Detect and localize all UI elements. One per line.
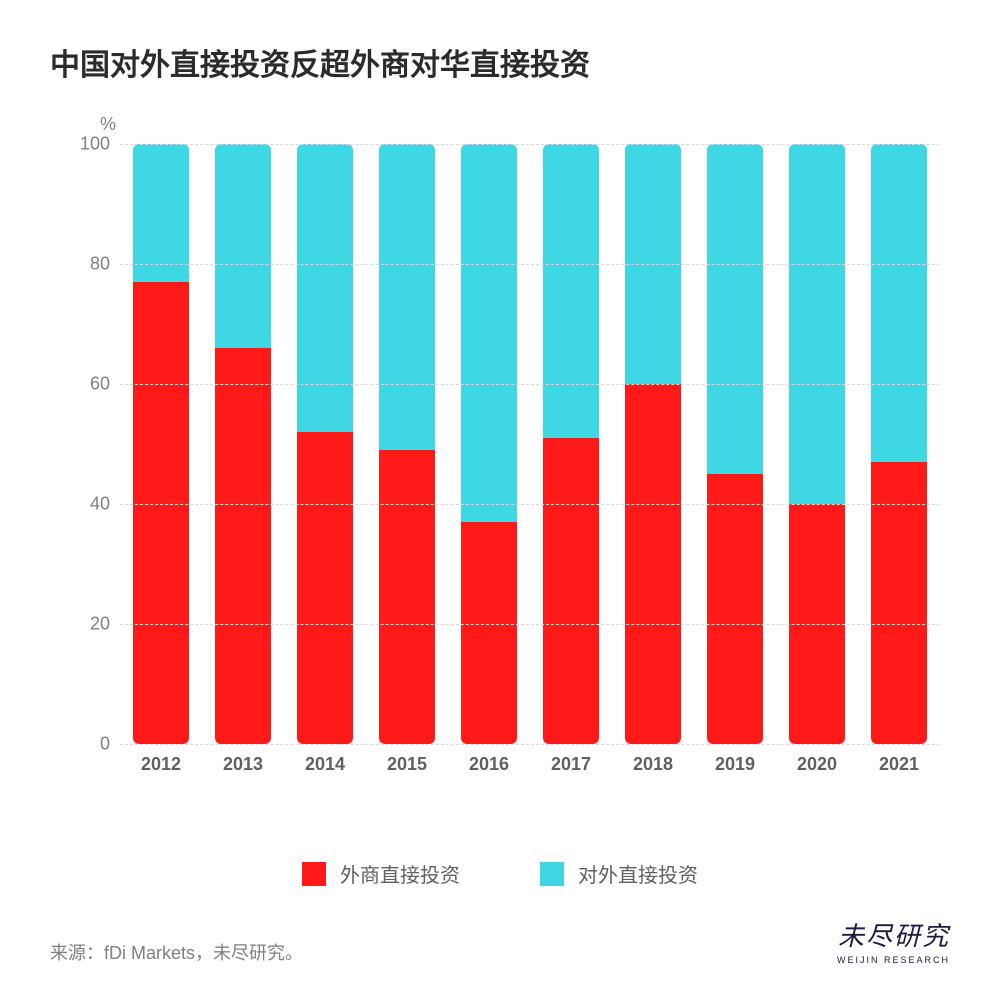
gridline bbox=[120, 264, 940, 265]
bar-segment-outbound bbox=[789, 144, 845, 504]
footer: 来源：fDi Markets，未尽研究。 未尽研究 WEIJIN RESEARC… bbox=[50, 916, 950, 965]
y-tick-label: 40 bbox=[70, 494, 110, 515]
bar-2017 bbox=[543, 144, 599, 744]
bar-2021 bbox=[871, 144, 927, 744]
y-tick-label: 60 bbox=[70, 374, 110, 395]
brand-logo: 未尽研究 WEIJIN RESEARCH bbox=[837, 916, 950, 965]
bar-2015 bbox=[379, 144, 435, 744]
bar-segment-inbound bbox=[297, 432, 353, 744]
bar-2012 bbox=[133, 144, 189, 744]
x-tick-label: 2018 bbox=[625, 754, 681, 775]
bar-segment-inbound bbox=[625, 384, 681, 744]
bar-segment-inbound bbox=[707, 474, 763, 744]
legend-swatch-0 bbox=[302, 862, 326, 886]
bar-segment-outbound bbox=[871, 144, 927, 462]
bar-segment-outbound bbox=[461, 144, 517, 522]
x-tick-label: 2021 bbox=[871, 754, 927, 775]
y-tick-label: 20 bbox=[70, 614, 110, 635]
bar-2013 bbox=[215, 144, 271, 744]
legend-item-1: 对外直接投资 bbox=[540, 859, 698, 888]
x-tick-label: 2017 bbox=[543, 754, 599, 775]
chart-title: 中国对外直接投资反超外商对华直接投资 bbox=[50, 40, 950, 84]
gridline bbox=[120, 384, 940, 385]
x-tick-label: 2013 bbox=[215, 754, 271, 775]
x-tick-label: 2016 bbox=[461, 754, 517, 775]
legend: 外商直接投资 对外直接投资 bbox=[50, 859, 950, 888]
x-tick-label: 2015 bbox=[379, 754, 435, 775]
bar-2018 bbox=[625, 144, 681, 744]
gridline bbox=[120, 504, 940, 505]
bar-segment-inbound bbox=[379, 450, 435, 744]
y-axis-unit: % bbox=[100, 114, 116, 135]
x-tick-label: 2014 bbox=[297, 754, 353, 775]
brand-en: WEIJIN RESEARCH bbox=[837, 955, 950, 965]
bar-2014 bbox=[297, 144, 353, 744]
brand-cn: 未尽研究 bbox=[837, 916, 950, 953]
bar-segment-inbound bbox=[461, 522, 517, 744]
bar-segment-outbound bbox=[133, 144, 189, 282]
bar-segment-inbound bbox=[215, 348, 271, 744]
x-axis-labels: 2012 2013 2014 2015 2016 2017 2018 2019 2020 2021 bbox=[120, 754, 940, 775]
plot-region: 020406080100 bbox=[120, 144, 940, 744]
legend-item-0: 外商直接投资 bbox=[302, 859, 460, 888]
y-tick-label: 80 bbox=[70, 254, 110, 275]
legend-label-1: 对外直接投资 bbox=[578, 859, 698, 888]
bar-segment-inbound bbox=[133, 282, 189, 744]
x-tick-label: 2019 bbox=[707, 754, 763, 775]
x-tick-label: 2020 bbox=[789, 754, 845, 775]
bar-2019 bbox=[707, 144, 763, 744]
source-text: 来源：fDi Markets，未尽研究。 bbox=[50, 939, 303, 965]
x-tick-label: 2012 bbox=[133, 754, 189, 775]
bar-segment-inbound bbox=[543, 438, 599, 744]
bar-segment-outbound bbox=[543, 144, 599, 438]
gridline bbox=[120, 624, 940, 625]
y-tick-label: 100 bbox=[70, 134, 110, 155]
gridline bbox=[120, 144, 940, 145]
bar-segment-outbound bbox=[379, 144, 435, 450]
bar-2020 bbox=[789, 144, 845, 744]
bar-segment-outbound bbox=[297, 144, 353, 432]
gridline bbox=[120, 744, 940, 745]
legend-swatch-1 bbox=[540, 862, 564, 886]
legend-label-0: 外商直接投资 bbox=[340, 859, 460, 888]
bar-2016 bbox=[461, 144, 517, 744]
bar-segment-outbound bbox=[215, 144, 271, 348]
bar-segment-outbound bbox=[707, 144, 763, 474]
y-tick-label: 0 bbox=[70, 734, 110, 755]
chart-area: % 020406080100 2012201320142015201620172… bbox=[50, 114, 950, 794]
bars-container bbox=[120, 144, 940, 744]
